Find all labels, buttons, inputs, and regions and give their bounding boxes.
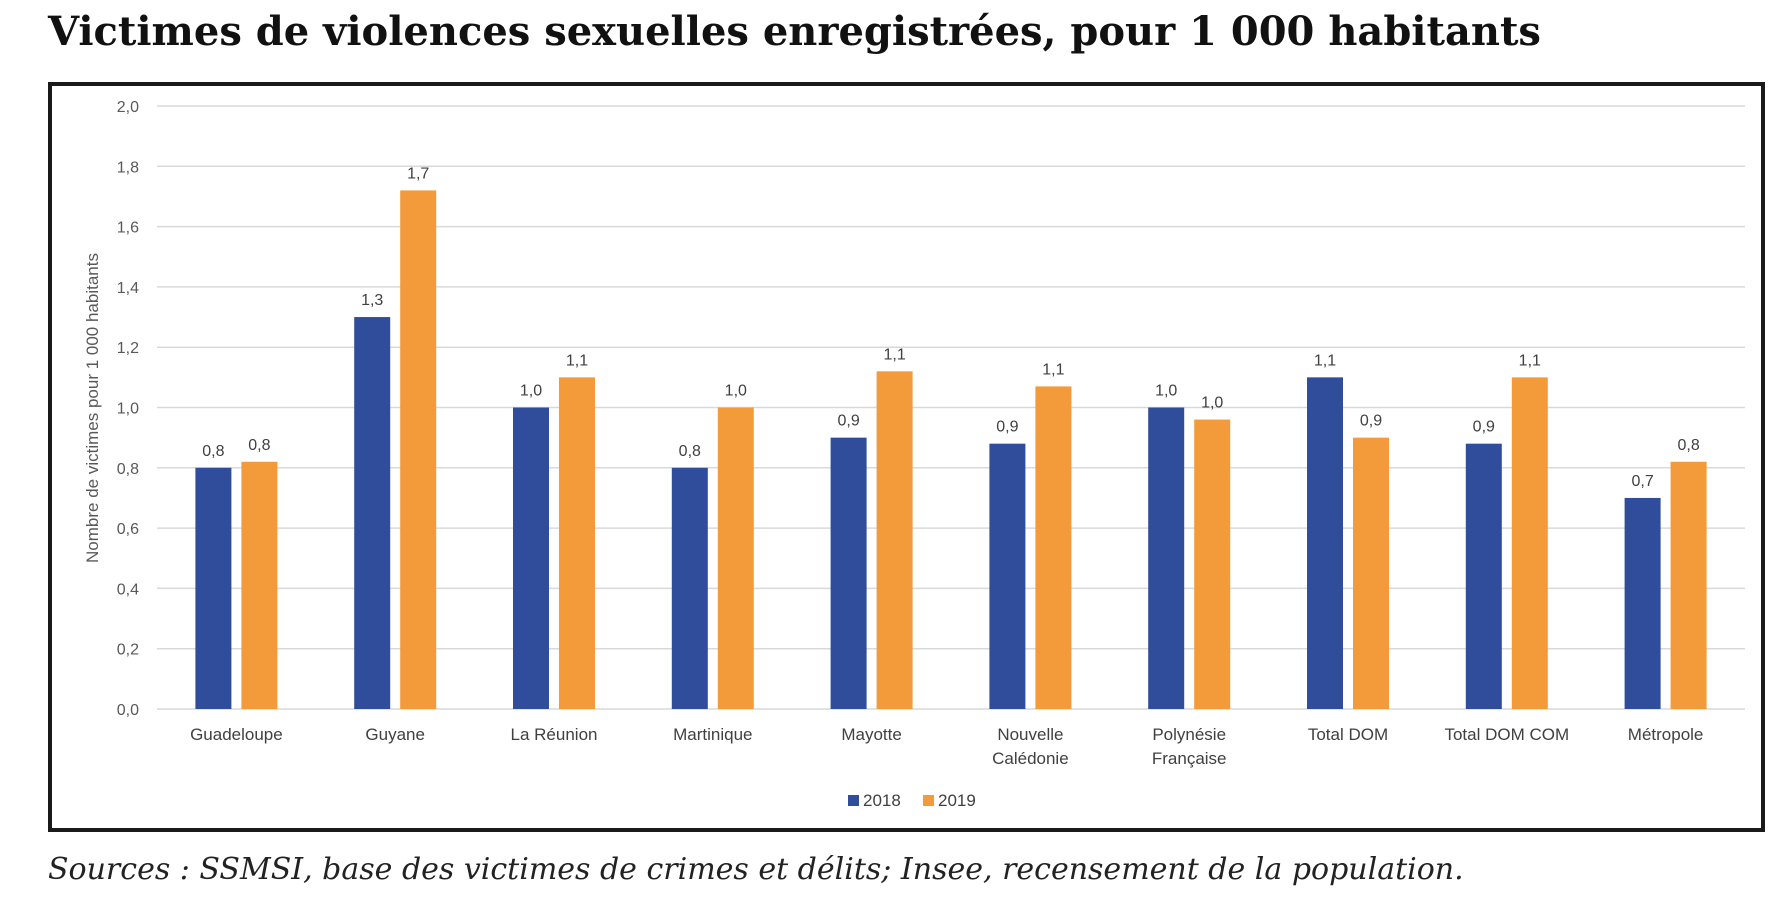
bar-2019: [717, 407, 754, 709]
data-label: 1,0: [725, 383, 747, 400]
y-axis-label: Nombre de victimes pour 1 000 habitants: [83, 253, 102, 563]
y-tick-label: 1,4: [117, 280, 139, 297]
bar-2019: [1035, 386, 1072, 709]
bar-2018: [513, 407, 549, 709]
bar-2018: [671, 467, 708, 709]
data-label: 0,8: [1677, 437, 1699, 454]
data-label: 1,7: [407, 165, 429, 182]
data-label: 1,0: [1201, 395, 1223, 412]
y-tick-label: 1,8: [117, 159, 139, 176]
x-tick-label: Nouvelle: [997, 725, 1063, 744]
bar-2019: [559, 377, 595, 709]
bar-2018: [1307, 377, 1343, 709]
bar-2018: [1148, 407, 1185, 709]
data-label: 1,0: [1155, 383, 1177, 400]
x-tick-label: Total DOM COM: [1444, 725, 1569, 744]
bar-2018: [830, 437, 867, 709]
bar-2019: [1670, 461, 1707, 709]
bar-2018: [195, 467, 232, 709]
x-tick-label: Total DOM: [1308, 725, 1388, 744]
data-label: 1,1: [1519, 352, 1541, 369]
y-tick-label: 0,6: [117, 521, 139, 538]
y-tick-label: 1,0: [117, 401, 139, 418]
x-tick-label: Guyane: [365, 725, 425, 744]
y-tick-label: 0,4: [117, 581, 139, 598]
data-label: 1,0: [520, 383, 542, 400]
x-tick-label: Guadeloupe: [190, 725, 283, 744]
y-tick-label: 0,2: [117, 642, 139, 659]
y-tick-label: 0,0: [117, 702, 139, 719]
data-label: 1,1: [1314, 352, 1336, 369]
y-tick-label: 1,6: [117, 220, 139, 237]
data-label: 0,7: [1631, 473, 1653, 490]
y-tick-label: 2,0: [117, 99, 139, 116]
x-tick-label: Mayotte: [841, 725, 901, 744]
bar-2018: [1465, 443, 1502, 709]
data-label: 0,9: [996, 419, 1018, 436]
bar-2019: [400, 190, 437, 710]
data-label: 0,8: [248, 437, 270, 454]
legend-swatch: [923, 795, 934, 806]
data-label: 0,9: [1360, 413, 1382, 430]
x-tick-label: Métropole: [1628, 725, 1704, 744]
data-label: 0,8: [202, 443, 224, 460]
bar-2018: [989, 443, 1026, 709]
source-note: Sources : SSMSI, base des victimes de cr…: [48, 852, 1464, 887]
bar-2018: [354, 317, 391, 709]
data-label: 0,8: [679, 443, 701, 460]
bar-2018: [1624, 497, 1661, 709]
y-tick-label: 0,8: [117, 461, 139, 478]
bar-2019: [241, 461, 278, 709]
data-label: 0,9: [1473, 419, 1495, 436]
chart-title: Victimes de violences sexuelles enregist…: [48, 8, 1541, 55]
data-label: 0,9: [837, 413, 859, 430]
x-tick-label: Martinique: [673, 725, 752, 744]
legend-swatch: [848, 795, 859, 806]
data-label: 1,1: [1042, 361, 1064, 378]
x-tick-label: Polynésie: [1152, 725, 1226, 744]
x-tick-label: La Réunion: [511, 725, 598, 744]
bar-2019: [876, 371, 913, 709]
data-label: 1,3: [361, 292, 383, 309]
x-tick-label: Française: [1152, 749, 1227, 768]
chart-frame: [48, 82, 1765, 832]
data-label: 1,1: [566, 352, 588, 369]
legend-label: 2018: [863, 791, 901, 810]
bar-2019: [1511, 377, 1548, 709]
legend-label: 2019: [938, 791, 976, 810]
y-tick-label: 1,2: [117, 340, 139, 357]
data-label: 1,1: [883, 346, 905, 363]
bar-2019: [1194, 419, 1231, 709]
x-tick-label: Calédonie: [992, 749, 1069, 768]
bar-2019: [1353, 437, 1389, 709]
